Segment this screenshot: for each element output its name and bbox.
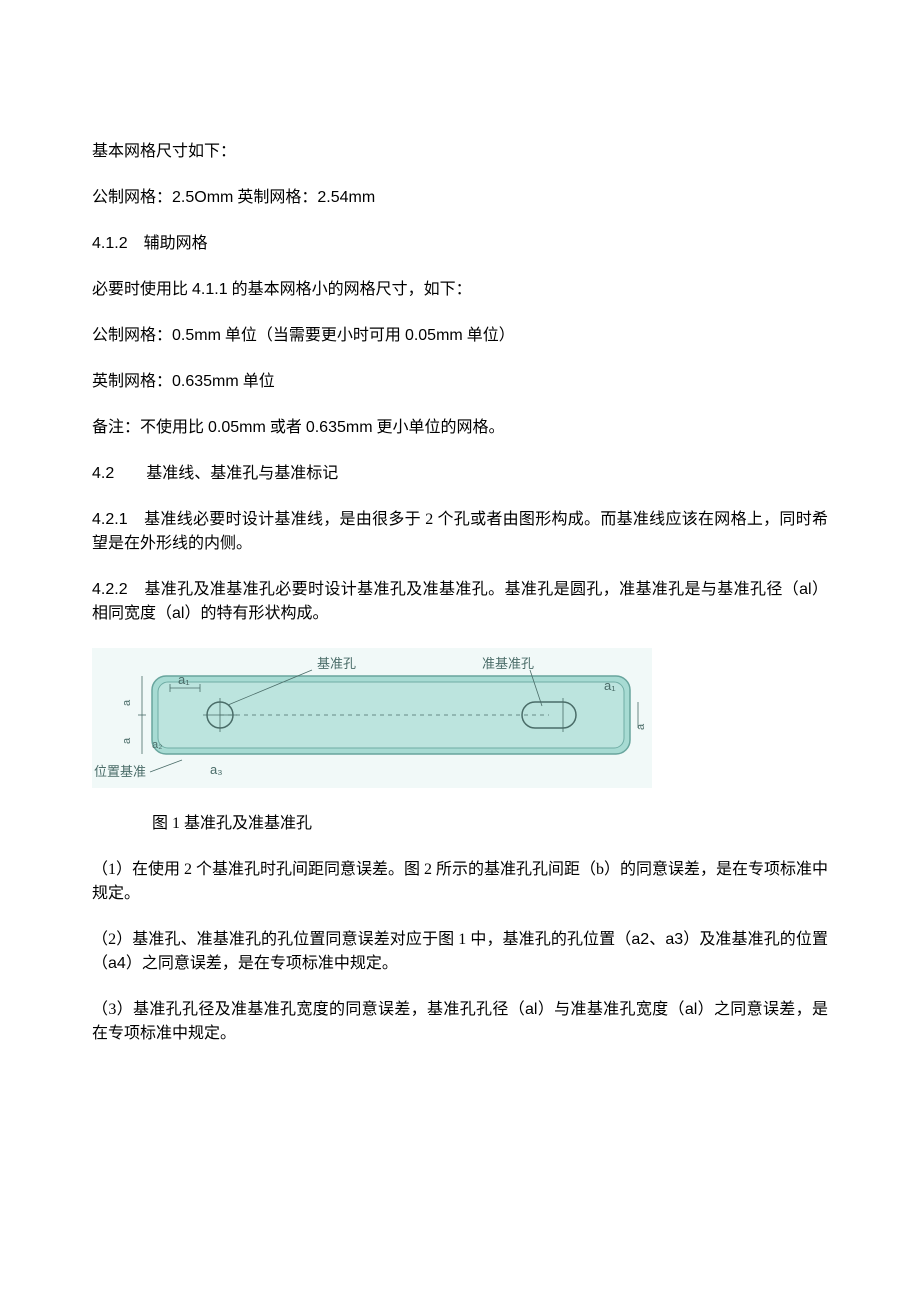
- symbol: al: [685, 1001, 697, 1018]
- text: 的基本网格小的网格尺寸，如下：: [228, 281, 472, 298]
- svg-text:a₂: a₂: [152, 739, 162, 751]
- document-page: 基本网格尺寸如下： 公制网格：2.5Omm 英制网格：2.54mm 4.1.2 …: [0, 0, 920, 1301]
- text: 英制网格：: [233, 189, 317, 206]
- heading-number: 4.2: [92, 465, 114, 482]
- para-item-2: （2）基准孔、准基准孔的孔位置同意误差对应于图 1 中，基准孔的孔位置（a2、a…: [92, 928, 828, 976]
- svg-text:a: a: [121, 737, 133, 744]
- svg-text:a₃: a₃: [210, 762, 223, 777]
- heading-title: 辅助网格: [144, 235, 208, 252]
- text: 单位）: [463, 327, 515, 344]
- svg-text:位置基准: 位置基准: [94, 764, 146, 779]
- svg-text:基准孔: 基准孔: [317, 656, 356, 671]
- value: 0.05mm: [208, 419, 266, 436]
- svg-text:a₁: a₁: [604, 678, 616, 693]
- text: 英制网格：: [92, 373, 172, 390]
- text: （3）基准孔孔径及准基准孔宽度的同意误差，基准孔孔径（: [92, 1001, 525, 1018]
- text: 必要时使用比: [92, 281, 192, 298]
- para-basic-grid-values: 公制网格：2.5Omm 英制网格：2.54mm: [92, 186, 828, 210]
- value: 0.05mm: [405, 327, 463, 344]
- symbol: al: [799, 581, 811, 598]
- figure-1-svg: 基准孔 准基准孔 a₁ a₁ a a a 位置基准 a₃ a₂: [92, 648, 652, 788]
- text: 更小单位的网格。: [373, 419, 505, 436]
- heading-number: 4.2.2: [92, 581, 128, 598]
- para-item-3: （3）基准孔孔径及准基准孔宽度的同意误差，基准孔孔径（al）与准基准孔宽度（al…: [92, 998, 828, 1046]
- ref-number: 4.1.1: [192, 281, 228, 298]
- svg-text:a: a: [121, 699, 133, 706]
- text: ）与准基准孔宽度（: [537, 1001, 684, 1018]
- value-imperial-basic: 2.54mm: [317, 189, 375, 206]
- para-4-2-1: 4.2.1 基准线必要时设计基准线，是由很多于 2 个孔或者由图形构成。而基准线…: [92, 508, 828, 556]
- text: [128, 511, 145, 528]
- text: 单位: [239, 373, 275, 390]
- text: 公制网格：: [92, 327, 172, 344]
- symbol: a2、a3: [631, 931, 683, 948]
- svg-text:a: a: [635, 723, 647, 730]
- svg-text:准基准孔: 准基准孔: [482, 656, 534, 671]
- text: 基准孔及准基准孔必要时设计基准孔及准基准孔。基准孔是圆孔，准基准孔是与基准孔径（: [144, 581, 799, 598]
- heading-number: 4.1.2: [92, 235, 128, 252]
- text: [128, 581, 145, 598]
- text: 公制网格：: [92, 189, 172, 206]
- text: （2）基准孔、准基准孔的孔位置同意误差对应于图 1 中，基准孔的孔位置（: [92, 931, 631, 948]
- value: 0.635mm: [172, 373, 239, 390]
- para-item-1: （1）在使用 2 个基准孔时孔间距同意误差。图 2 所示的基准孔孔间距（b）的同…: [92, 858, 828, 906]
- text: 单位（当需要更小时可用: [221, 327, 405, 344]
- value-metric-basic: 2.5Omm: [172, 189, 233, 206]
- heading-4-2: 4.2 基准线、基准孔与基准标记: [92, 462, 828, 486]
- heading-number: 4.2.1: [92, 511, 128, 528]
- para-basic-grid-intro: 基本网格尺寸如下：: [92, 140, 828, 164]
- symbol: a4: [108, 955, 126, 972]
- heading-4-1-2: 4.1.2 辅助网格: [92, 232, 828, 256]
- symbol: al: [525, 1001, 537, 1018]
- figure-1-caption: 图 1 基准孔及准基准孔: [92, 812, 828, 836]
- para-metric-aux: 公制网格：0.5mm 单位（当需要更小时可用 0.05mm 单位）: [92, 324, 828, 348]
- text: 基准线必要时设计基准线，是由很多于 2 个孔或者由图形构成。而基准线应该在网格上…: [92, 511, 828, 552]
- symbol: al: [172, 605, 184, 622]
- value: 0.5mm: [172, 327, 221, 344]
- para-4-2-2: 4.2.2 基准孔及准基准孔必要时设计基准孔及准基准孔。基准孔是圆孔，准基准孔是…: [92, 578, 828, 626]
- para-note-min-grid: 备注：不使用比 0.05mm 或者 0.635mm 更小单位的网格。: [92, 416, 828, 440]
- svg-text:a₁: a₁: [178, 672, 190, 687]
- text: 备注：不使用比: [92, 419, 208, 436]
- text: [128, 235, 144, 252]
- text: [114, 465, 146, 482]
- figure-1: 基准孔 准基准孔 a₁ a₁ a a a 位置基准 a₃ a₂: [92, 648, 828, 788]
- text: ）之同意误差，是在专项标准中规定。: [126, 955, 398, 972]
- value: 0.635mm: [306, 419, 373, 436]
- heading-title: 基准线、基准孔与基准标记: [146, 465, 338, 482]
- text: ）的特有形状构成。: [184, 605, 328, 622]
- para-aux-grid-intro: 必要时使用比 4.1.1 的基本网格小的网格尺寸，如下：: [92, 278, 828, 302]
- text: 或者: [266, 419, 306, 436]
- para-imperial-aux: 英制网格：0.635mm 单位: [92, 370, 828, 394]
